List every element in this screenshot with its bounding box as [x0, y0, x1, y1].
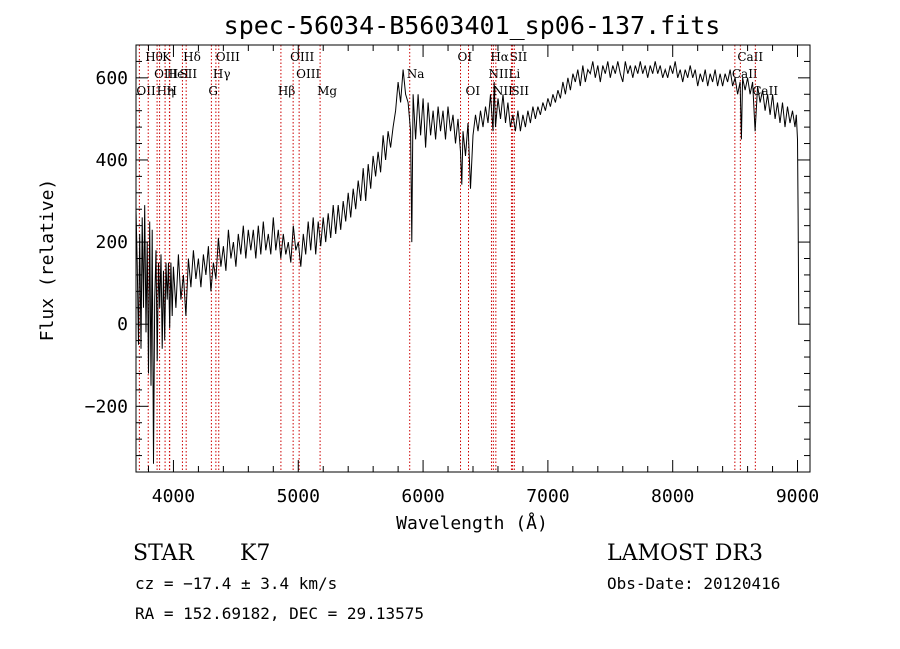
y-tick-label: −200 [85, 396, 128, 417]
spectral-line-label-16: Na [407, 67, 425, 81]
spectral-line-label-25: CaII [732, 67, 758, 81]
spectral-line-label-13: OIII [290, 50, 314, 64]
x-tick-label: 6000 [401, 486, 444, 507]
observation-date: Obs-Date: 20120416 [607, 574, 780, 593]
y-tick-label: 200 [95, 232, 128, 253]
spectral-line-label-8: Hδ [183, 50, 201, 64]
spectral-line-label-21: NII [493, 84, 513, 98]
spectral-line-label-4: K [162, 50, 172, 64]
series-line-flux [135, 61, 800, 464]
redshift-line: cz = −17.4 ± 3.4 km/s [135, 574, 337, 593]
spectral-line-label-9: OIII [216, 50, 240, 64]
plot-frame [135, 44, 811, 473]
coordinates-line: RA = 152.69182, DEC = 29.13575 [135, 604, 424, 623]
spectral-line-label-5: HeI [167, 67, 190, 81]
survey-name: LAMOST DR3 [607, 541, 763, 566]
spectral-line-label-24: SII [511, 84, 529, 98]
spectral-line-label-26: CaII [737, 50, 763, 64]
spectrum-series [135, 61, 800, 464]
spectral-line-label-18: OI [466, 84, 481, 98]
object-class: STAR [133, 541, 195, 566]
y-axis-label: Flux (relative) [37, 179, 58, 342]
spectral-line-label-7: SII [179, 67, 197, 81]
spectral-line-label-11: G [208, 84, 218, 98]
x-axis-label: Wavelength (Å) [396, 512, 548, 534]
x-tick-label: 5000 [277, 486, 320, 507]
spectral-line-label-14: OIII [296, 67, 320, 81]
x-tick-label: 8000 [651, 486, 694, 507]
chart-title: spec-56034-B5603401_sp06-137.fits [224, 11, 721, 40]
x-tick-label: 4000 [152, 486, 195, 507]
y-tick-label: 0 [117, 314, 128, 335]
spectral-line-label-17: OI [458, 50, 473, 64]
spectral-line-label-6: H [166, 84, 176, 98]
spectral-line-label-20: NII [488, 67, 508, 81]
axis-ticks: 4000 5000 6000 7000 8000 9000 −200 0 200 400 600 [85, 44, 819, 507]
spectral-line-label-12: Hβ [278, 84, 295, 98]
object-subclass: K7 [240, 541, 270, 566]
spectral-line-label-27: CaII [752, 84, 778, 98]
spectral-line-label-15: Mg [317, 84, 337, 98]
y-tick-label: 600 [95, 68, 128, 89]
x-tick-label: 7000 [526, 486, 569, 507]
spectral-line-label-22: SII [510, 50, 528, 64]
spectral-line-label-19: Hα [490, 50, 509, 64]
plot-border [135, 44, 811, 473]
spectral-line-label-0: OII [136, 84, 156, 98]
y-tick-label: 400 [95, 150, 128, 171]
spectral-line-label-10: Hγ [213, 67, 231, 81]
spectral-line-label-2: OIII [154, 67, 178, 81]
x-tick-label: 9000 [776, 486, 819, 507]
spectral-line-label-1: Hθ [145, 50, 163, 64]
